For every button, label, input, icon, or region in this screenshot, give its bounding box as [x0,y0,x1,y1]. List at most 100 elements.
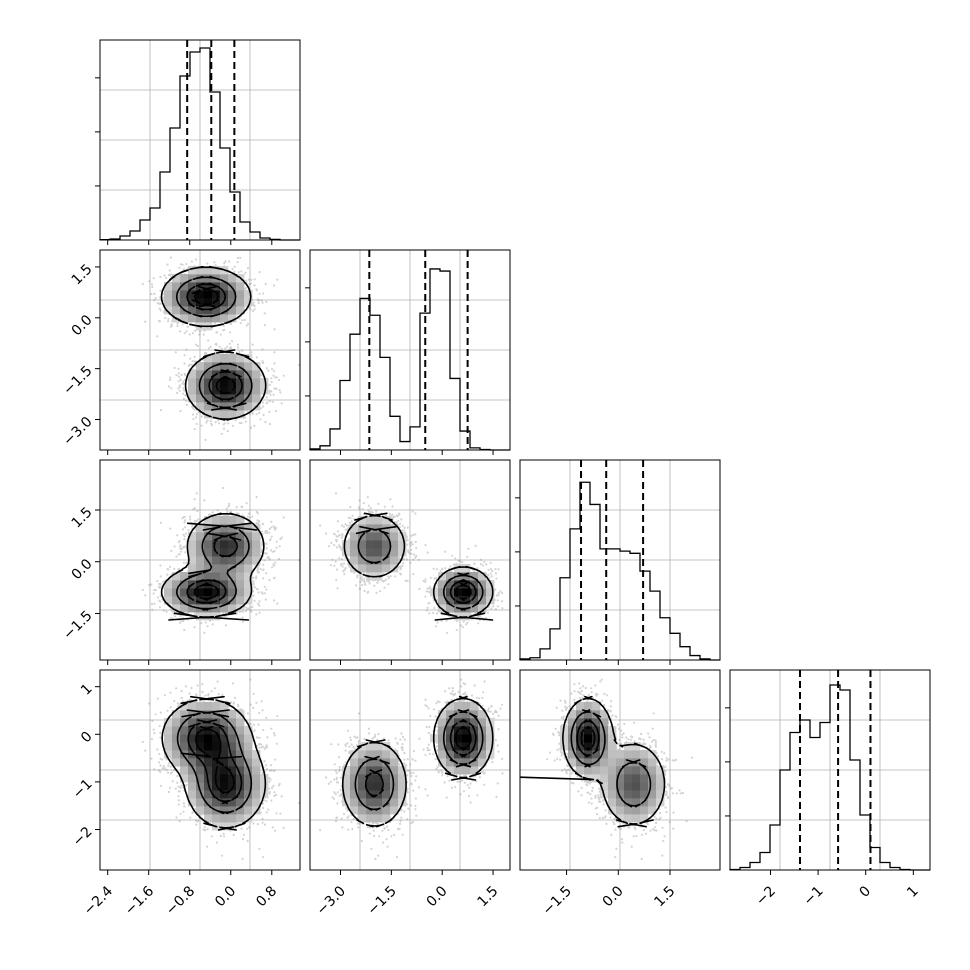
density-cell [350,532,359,541]
density-cell [244,790,253,799]
density-cell [350,524,359,533]
density-cell [374,750,383,759]
y-tick-label: −1.5 [60,363,95,398]
density-cell [576,742,585,751]
density-cell [470,572,479,581]
density-cell [446,604,455,613]
density-cell [196,298,205,307]
density-cell [220,822,229,831]
density-cell [204,290,213,299]
density-cell [188,532,197,541]
density-cell [220,548,229,557]
density-cell [600,758,609,767]
x-tick-label: 0 [857,883,875,901]
density-cell [236,370,245,379]
density-cell [382,774,391,783]
density-cell [454,596,463,605]
density-cell [244,564,253,573]
density-cell [478,710,487,719]
density-cell [196,394,205,403]
density-cell [350,782,359,791]
density-cell [252,556,261,565]
density-cell [632,742,641,751]
density-cell [196,572,205,581]
density-cell [220,402,229,411]
density-cell [438,572,447,581]
y-tick-label: −2 [70,824,96,850]
density-cell [236,798,245,807]
density-cell [212,790,221,799]
density-cell [252,758,261,767]
density-cell [390,766,399,775]
density-cell [180,726,189,735]
contour-line [454,725,472,751]
density-cell [228,290,237,299]
density-cell [600,750,609,759]
density-cell [228,314,237,323]
density-cell [486,742,495,751]
density-cell [180,572,189,581]
density-cell [212,354,221,363]
density-cell [204,734,213,743]
density-cell [180,274,189,283]
density-cell [180,710,189,719]
density-cell [374,790,383,799]
density-cell [236,750,245,759]
density-cell [374,532,383,541]
density-cell [398,766,407,775]
density-cell [366,750,375,759]
density-cell [212,540,221,549]
density-cell [244,580,253,589]
density-cell [236,556,245,565]
density-cell [212,580,221,589]
density-cell [624,742,633,751]
density-cell [212,750,221,759]
density-cell [366,564,375,573]
density-cell [478,580,487,589]
density-cell [236,362,245,371]
density-cell [196,790,205,799]
density-cell [212,726,221,735]
density-cell [212,572,221,581]
density-cell [584,726,593,735]
density-cell [188,556,197,565]
panel-frame-3-0 [99,669,301,871]
density-cell [382,782,391,791]
density-cell [228,822,237,831]
density-cell [382,548,391,557]
density-cell [584,734,593,743]
density-cell [624,758,633,767]
density-cell [640,774,649,783]
density-cell [236,282,245,291]
density-cell [478,604,487,613]
density-cell [212,314,221,323]
density-cell [608,758,617,767]
x-tick-label: −3.0 [314,883,349,918]
density-cell [188,758,197,767]
density-cell [462,564,471,573]
density-cell [470,718,479,727]
density-cell [624,750,633,759]
density-cell [374,782,383,791]
density-cell [462,742,471,751]
density-cell [228,742,237,751]
grid-0-0 [100,40,300,240]
density-cell [454,758,463,767]
density-cell [236,596,245,605]
density-cell [260,782,269,791]
density-cell [632,750,641,759]
density-cell [640,814,649,823]
density-cell [212,266,221,275]
density-cell [204,298,213,307]
contour-line [355,525,484,611]
density-cell [568,750,577,759]
density-cell [366,782,375,791]
density-cell [358,774,367,783]
density-cell [188,266,197,275]
density-cell [228,524,237,533]
density-cell [600,774,609,783]
density-cell [220,604,229,613]
density-cell [196,718,205,727]
density-cell [616,782,625,791]
